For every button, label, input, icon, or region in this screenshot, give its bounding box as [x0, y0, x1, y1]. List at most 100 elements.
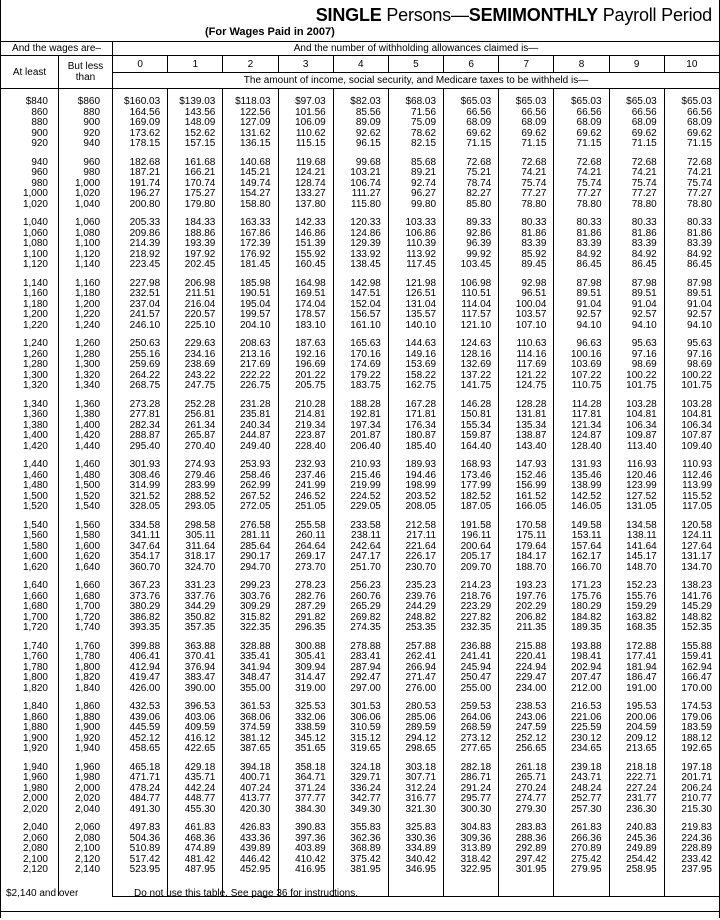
withholding-amount-9: 249.89 — [608, 843, 665, 855]
withholding-amount-8: 212.00 — [553, 683, 610, 694]
wage-but-less-than: $860 — [57, 96, 114, 108]
spacer-cell — [663, 815, 720, 823]
withholding-amount-10: 86.45 — [663, 259, 720, 271]
withholding-amount-4: 297.00 — [332, 683, 389, 694]
wage-at-least: $840 — [0, 96, 59, 108]
withholding-amount-6: 304.83 — [443, 822, 500, 834]
wage-at-least: 2,120 — [0, 864, 59, 876]
table-row: 860 880 164.56 143.56 122.56 101.56 85.56 71.56… — [0, 107, 720, 118]
withholding-amount-7: 110.63 — [498, 338, 555, 350]
page-subtitle: (For Wages Paid in 2007) — [205, 26, 335, 38]
withholding-amount-3: 115.15 — [277, 138, 334, 150]
withholding-amount-3: 178.57 — [277, 309, 334, 321]
withholding-amount-6: 187.05 — [443, 501, 500, 513]
table-row: 1,360 1,380 277.81 256.81 235.81 214.81 192.81… — [0, 409, 720, 421]
withholding-amount-2: 163.33 — [222, 217, 279, 229]
withholding-amount-2: 420.30 — [222, 804, 279, 815]
withholding-amount-5: 208.05 — [387, 501, 445, 513]
withholding-amount-7: 156.99 — [498, 480, 555, 492]
amount-header: The amount of income, social security, a… — [112, 72, 720, 89]
withholding-amount-1: 390.00 — [167, 683, 224, 694]
withholding-amount-2: 172.39 — [222, 238, 279, 250]
withholding-amount-8: 138.99 — [553, 480, 610, 492]
withholding-amount-0: 205.33 — [112, 217, 169, 229]
withholding-amount-6: 110.51 — [443, 288, 500, 300]
withholding-amount-8: 198.41 — [553, 651, 610, 663]
withholding-amount-5: 325.83 — [387, 822, 445, 834]
withholding-amount-9: 80.33 — [608, 217, 665, 229]
spacer-cell — [0, 149, 59, 158]
withholding-amount-10: 138.23 — [663, 580, 720, 592]
withholding-amount-5: 321.30 — [387, 804, 445, 815]
wage-at-least: 1,120 — [0, 259, 59, 271]
withholding-amount-4: $82.03 — [332, 96, 389, 108]
withholding-amount-0: 246.10 — [112, 320, 169, 331]
withholding-amount-10: 69.62 — [663, 128, 720, 139]
withholding-amount-7: 131.81 — [498, 409, 555, 421]
withholding-amount-10: 77.27 — [663, 188, 720, 200]
wage-at-least: 1,620 — [0, 562, 59, 573]
withholding-amount-9: 195.53 — [608, 701, 665, 713]
withholding-amount-9: 131.05 — [608, 501, 665, 513]
table-row: 1,580 1,600 347.64 311.64 285.64 264.64 242.64… — [0, 541, 720, 552]
withholding-amount-3: 183.10 — [277, 320, 334, 331]
withholding-amount-10: 107.87 — [663, 430, 720, 442]
table-row: 1,940 1,960 465.18 429.18 394.18 358.18 324.18… — [0, 762, 720, 773]
withholding-amount-2: $118.03 — [222, 96, 279, 108]
withholding-amount-4: 310.59 — [332, 722, 389, 734]
table-row: 1,340 1,360 273.28 252.28 231.28 210.28 188.28… — [0, 399, 720, 410]
withholding-amount-0: 169.09 — [112, 117, 169, 129]
withholding-amount-1: 324.70 — [167, 562, 224, 573]
wage-at-least: 880 — [0, 117, 59, 129]
withholding-amount-1: 293.05 — [167, 501, 224, 513]
withholding-amount-7: 74.21 — [498, 167, 555, 179]
table-row: 1,140 1,160 227.98 206.98 185.98 164.98 142.98… — [0, 278, 720, 289]
withholding-amount-2: 413.77 — [222, 793, 279, 805]
table-row: 900 920 173.62 152.62 131.62 110.62 92.62 78.62… — [0, 128, 720, 139]
withholding-amount-0: 196.27 — [112, 188, 169, 200]
withholding-amount-6: 322.95 — [443, 864, 500, 876]
table-row: 1,460 1,480 308.46 279.46 258.46 237.46 215.46… — [0, 470, 720, 481]
withholding-amount-1: 274.93 — [167, 459, 224, 471]
table-row: 1,980 2,000 478.24 442.24 407.24 371.24 336.24… — [0, 783, 720, 794]
withholding-amount-3: 232.93 — [277, 459, 334, 471]
withholding-amount-5: 117.45 — [387, 259, 445, 271]
withholding-amount-6: 159.87 — [443, 430, 500, 442]
withholding-amount-10: 80.33 — [663, 217, 720, 229]
withholding-amount-10: 162.94 — [663, 662, 720, 673]
withholding-amount-4: 210.93 — [332, 459, 389, 471]
withholding-amount-7: 80.33 — [498, 217, 555, 229]
withholding-amount-1: 157.15 — [167, 138, 224, 150]
withholding-amount-6: 209.70 — [443, 562, 500, 573]
withholding-amount-8: 89.51 — [553, 288, 610, 300]
wage-but-less-than: 2,060 — [57, 822, 114, 834]
wage-but-less-than: 1,980 — [57, 772, 114, 784]
withholding-amount-2: 387.65 — [222, 743, 279, 755]
withholding-amount-10: 131.17 — [663, 551, 720, 563]
withholding-amount-10: 224.36 — [663, 833, 720, 844]
withholding-amount-0: 314.99 — [112, 480, 169, 492]
withholding-amount-8: 110.75 — [553, 380, 610, 392]
wage-but-less-than: 1,020 — [57, 188, 114, 200]
withholding-amount-7: 143.40 — [498, 441, 555, 452]
table-row: 1,880 1,900 445.59 409.59 374.59 338.59 310.59… — [0, 722, 720, 734]
withholding-amount-10: 92.57 — [663, 309, 720, 321]
withholding-amount-7: 77.27 — [498, 188, 555, 200]
withholding-amount-2: 262.99 — [222, 480, 279, 492]
withholding-amount-10: 75.74 — [663, 178, 720, 189]
withholding-amount-9: 98.69 — [608, 359, 665, 371]
withholding-amount-3: 273.70 — [277, 562, 334, 573]
withholding-amount-0: 380.29 — [112, 601, 169, 613]
withholding-amount-3: 296.35 — [277, 622, 334, 634]
withholding-amount-4: 156.57 — [332, 309, 389, 321]
withholding-amount-7: 107.10 — [498, 320, 555, 331]
table-row: $840 $860 $160.03 $139.03 $118.03 $97.03 $82.0… — [0, 96, 720, 108]
table-row: 1,640 1,660 367.23 331.23 299.23 278.23 256.23… — [0, 580, 720, 592]
wage-but-less-than: 1,060 — [57, 217, 114, 229]
withholding-amount-2: 181.45 — [222, 259, 279, 271]
title-single: SINGLE — [315, 5, 382, 25]
withholding-amount-4: 111.27 — [332, 188, 389, 200]
withholding-amount-2: 190.51 — [222, 288, 279, 300]
withholding-amount-3: 205.75 — [277, 380, 334, 392]
withholding-amount-8: $65.03 — [553, 96, 610, 108]
